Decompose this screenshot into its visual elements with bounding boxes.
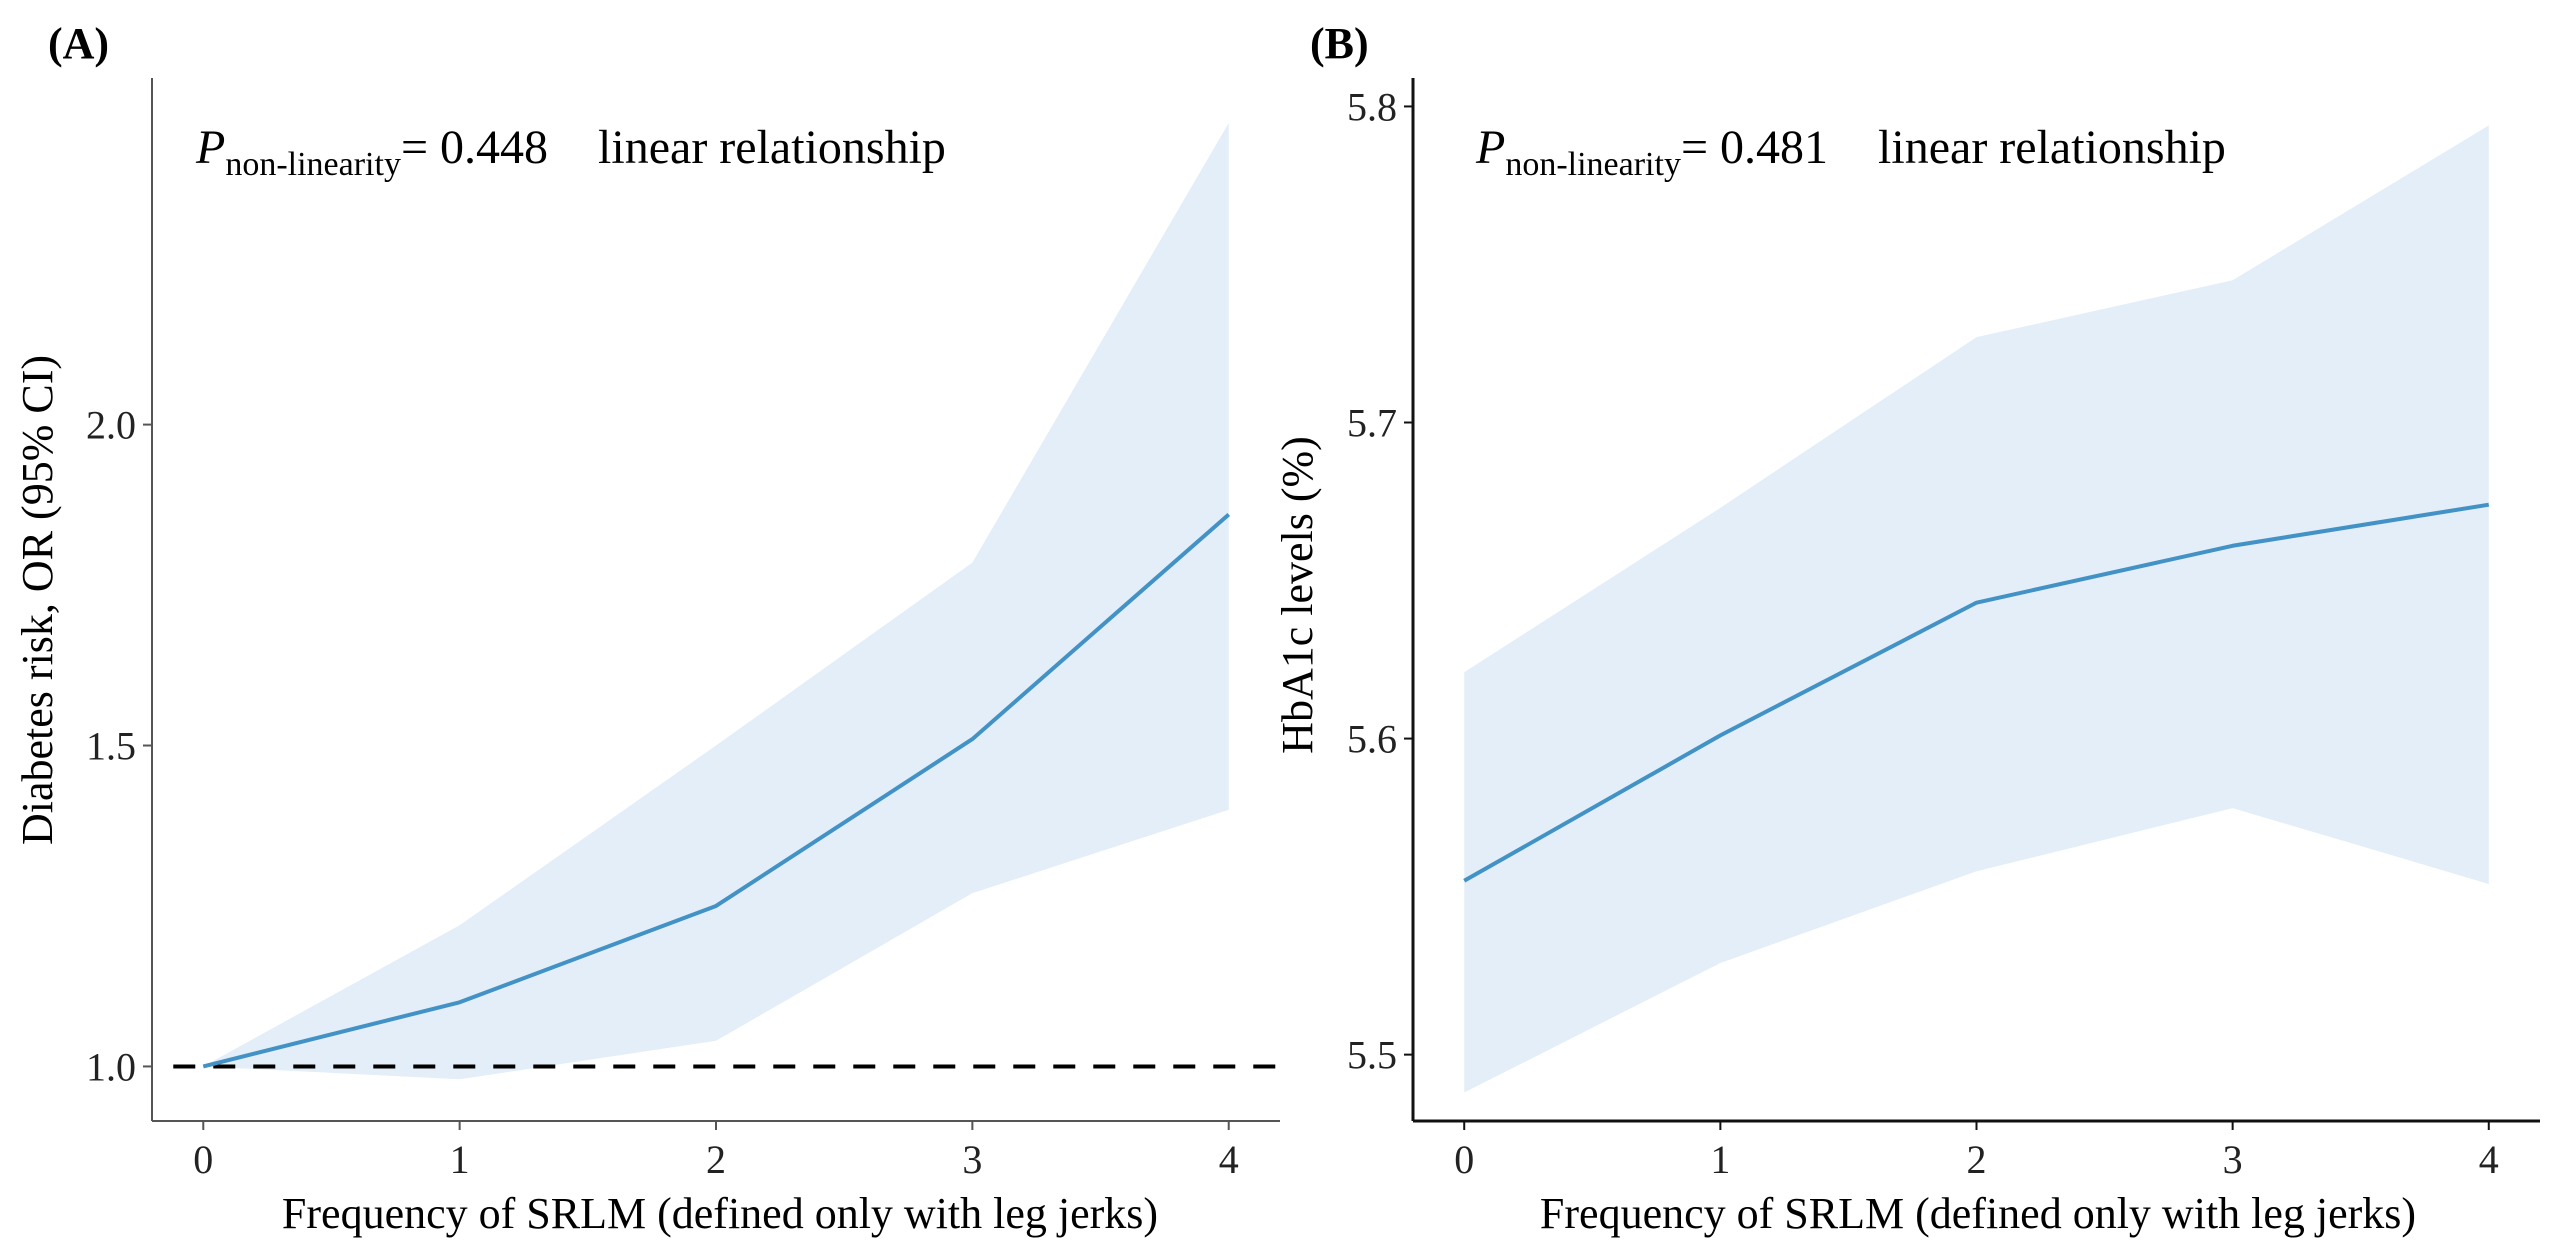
panel-a-y-tick-label: 1.0 <box>86 1044 136 1089</box>
panel-a-label: (A) <box>48 19 109 68</box>
panel-a-x-tick-label: 4 <box>1219 1137 1239 1182</box>
panel-b-p-symbol: P <box>1475 121 1505 174</box>
panel-b-relationship: linear relationship <box>1878 121 2226 174</box>
panel-a-x-tick-label: 3 <box>962 1137 982 1182</box>
panel-b-y-axis-title: HbA1c levels (%) <box>1273 436 1322 754</box>
panel-b-x-tick-label: 0 <box>1454 1137 1474 1182</box>
panel-b-label: (B) <box>1310 19 1369 68</box>
panel-b-estimate-line <box>1463 502 2490 883</box>
panel-b-x-tick-label: 4 <box>2479 1137 2499 1182</box>
panel-b-plot-area: 0 1 2 3 4 5.5 5.6 5.7 5.8 <box>1347 78 2540 1182</box>
panel-a-p-value: = 0.448 <box>401 121 548 174</box>
panel-b-x-tick-label: 1 <box>1710 1137 1730 1182</box>
panel-a-ci-band <box>203 122 1229 1080</box>
panel-a-annotation: Pnon-linearity= 0.448 linear relationship <box>195 121 946 183</box>
panel-b-y-tick-label: 5.7 <box>1347 401 1397 446</box>
panel-b: (B) 0 1 2 3 4 5.5 5.6 5.7 5.8 Pnon-linearity= 0.… <box>1273 19 2540 1238</box>
panel-b-x-axis-title: Frequency of SRLM (defined only with leg… <box>1540 1189 2416 1238</box>
panel-a-y-tick-label: 2.0 <box>86 403 136 448</box>
panel-b-p-subscript: non-linearity <box>1505 146 1681 183</box>
panel-b-x-tick-label: 2 <box>1967 1137 1987 1182</box>
panel-a: (A) 0 1 2 3 4 1.0 1.5 2.0 Pnon-linearity= 0.448… <box>13 19 1280 1238</box>
panel-a-x-axis-title: Frequency of SRLM (defined only with leg… <box>282 1189 1158 1238</box>
panel-a-estimate-line <box>202 512 1231 1069</box>
panel-b-p-value: = 0.481 <box>1681 121 1828 174</box>
panel-b-x-tick-label: 3 <box>2223 1137 2243 1182</box>
panel-a-relationship: linear relationship <box>598 121 946 174</box>
panel-a-y-axis-title: Diabetes risk, OR (95% CI) <box>13 355 62 845</box>
panel-b-annotation: Pnon-linearity= 0.481 linear relationship <box>1475 121 2226 183</box>
panel-b-y-tick-label: 5.8 <box>1347 84 1397 129</box>
panel-a-y-tick-label: 1.5 <box>86 724 136 769</box>
panel-a-x-tick-label: 2 <box>706 1137 726 1182</box>
panel-a-p-symbol: P <box>195 121 225 174</box>
panel-a-x-tick-label: 1 <box>450 1137 470 1182</box>
panel-b-ci-band <box>1464 125 2489 1093</box>
panel-a-p-subscript: non-linearity <box>225 146 401 183</box>
panel-a-x-tick-label: 0 <box>193 1137 213 1182</box>
panel-a-plot-area: 0 1 2 3 4 1.0 1.5 2.0 <box>86 78 1280 1182</box>
panel-b-y-tick-label: 5.6 <box>1347 717 1397 762</box>
panel-b-y-tick-label: 5.5 <box>1347 1033 1397 1078</box>
